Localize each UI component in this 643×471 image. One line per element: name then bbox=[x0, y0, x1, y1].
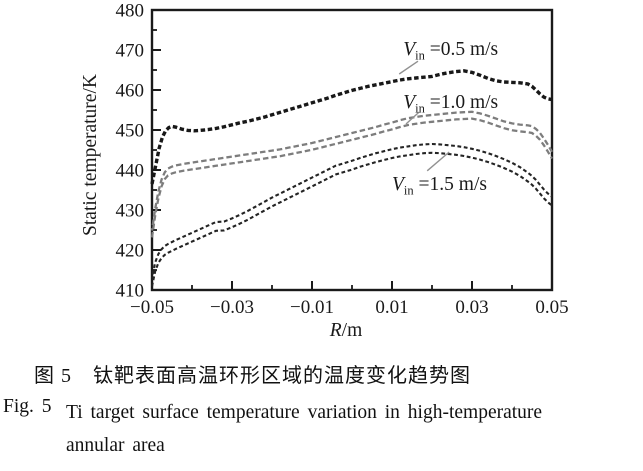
x-axis-label: R/m bbox=[329, 320, 363, 341]
caption-english: Fig. 5 Ti target surface temperature var… bbox=[0, 396, 643, 462]
annotation-leader-line bbox=[398, 60, 419, 75]
y-tick-label: 420 bbox=[116, 241, 145, 262]
y-tick-label: 440 bbox=[116, 161, 145, 182]
series-line-0 bbox=[150, 69, 553, 185]
series-line-2 bbox=[150, 142, 553, 278]
series-line-1 bbox=[150, 110, 553, 231]
y-tick-label: 470 bbox=[116, 41, 145, 62]
temperature-chart: 410 420 430 440 450 460 470 480 −0.05 −0.03 −0.01 0… bbox=[80, 1, 569, 342]
x-tick-label: −0.03 bbox=[210, 297, 254, 318]
caption-chinese: 图 5 钛靶表面高温环形区域的温度变化趋势图 bbox=[34, 365, 471, 387]
y-tick-label: 460 bbox=[116, 81, 145, 102]
annotation-leader-line bbox=[405, 111, 420, 125]
x-tick-label: 0.03 bbox=[455, 297, 488, 318]
y-tick-label: 410 bbox=[116, 281, 145, 302]
series-annotation: Vin =1.5 m/s bbox=[392, 174, 487, 198]
caption-english-text: Ti target surface temperature variation … bbox=[66, 396, 643, 462]
caption-english-line2: annular area bbox=[66, 435, 165, 457]
series-annotation: Vin =1.0 m/s bbox=[403, 92, 498, 116]
y-tick-label: 480 bbox=[116, 1, 145, 22]
caption-english-line1: Ti target surface temperature variation … bbox=[66, 402, 543, 423]
y-tick-label: 450 bbox=[116, 121, 145, 142]
series-line-1 bbox=[150, 117, 553, 238]
x-tick-label: −0.05 bbox=[130, 297, 174, 318]
caption-fig-number: Fig. 5 bbox=[3, 396, 52, 417]
x-tick-label: 0.05 bbox=[535, 297, 568, 318]
series-line-2 bbox=[150, 151, 553, 287]
y-tick-label: 430 bbox=[116, 201, 145, 222]
x-tick-label: 0.01 bbox=[375, 297, 408, 318]
annotation-leader-line bbox=[426, 151, 450, 172]
x-tick-label: −0.01 bbox=[290, 297, 334, 318]
y-axis-label: Static temperature/K bbox=[80, 74, 101, 236]
series-annotation: Vin =0.5 m/s bbox=[403, 39, 498, 63]
